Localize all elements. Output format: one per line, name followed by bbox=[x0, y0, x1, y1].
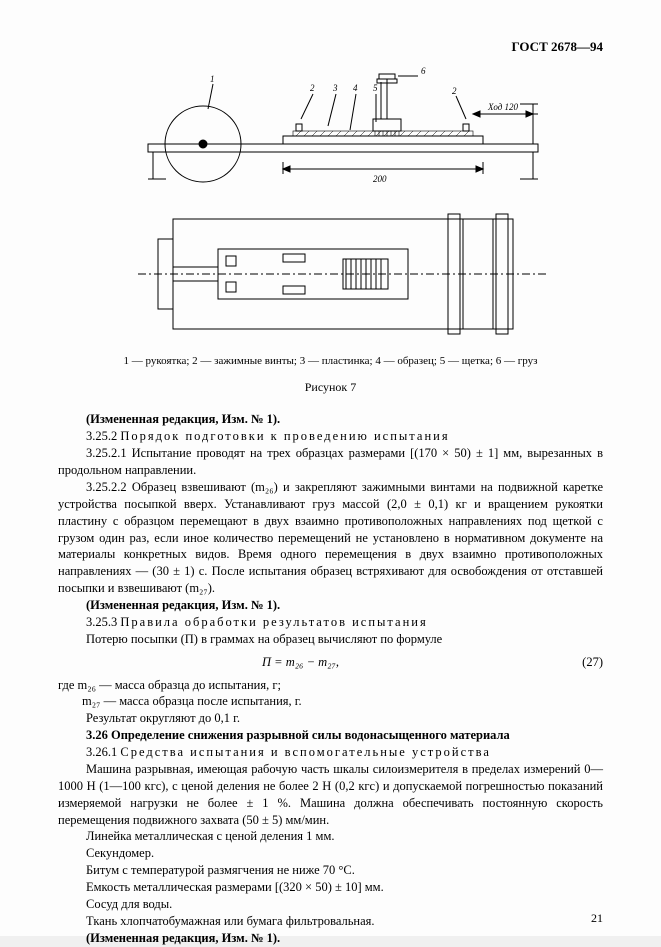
p2: 3.25.2 Порядок подготовки к проведению и… bbox=[58, 428, 603, 445]
formula-row: П = m₂₆ − m₂₇, (27) bbox=[58, 654, 603, 671]
figure-7: 1 2 3 4 5 6 2 Ход 120 200 bbox=[58, 64, 661, 349]
callout-5: 5 bbox=[373, 83, 378, 93]
dim-base: 200 bbox=[373, 174, 387, 184]
p1: (Измененная редакция, Изм. № 1). bbox=[58, 411, 603, 428]
p12-title: Средства испытания и вспомогательные уст… bbox=[120, 745, 491, 759]
p14: Линейка металлическая с ценой деления 1 … bbox=[58, 828, 603, 845]
figure-legend: 1 — рукоятка; 2 — зажимные винты; 3 — пл… bbox=[58, 354, 603, 369]
header-standard: ГОСТ 2678—94 bbox=[58, 38, 603, 56]
page: ГОСТ 2678—94 bbox=[0, 0, 661, 936]
callout-2b: 2 bbox=[452, 86, 457, 96]
p7: Потерю посыпки (П) в граммах на образец … bbox=[58, 631, 603, 648]
page-number: 21 bbox=[591, 910, 603, 926]
p11: 3.26 Определение снижения разрывной силы… bbox=[58, 727, 603, 744]
p10: Результат округляют до 0,1 г. bbox=[58, 710, 603, 727]
p9: m₂₇ — масса образца после испытания, г. bbox=[58, 693, 603, 710]
p5: (Измененная редакция, Изм. № 1). bbox=[58, 597, 603, 614]
p19: Ткань хлопчатобумажная или бумага фильтр… bbox=[58, 913, 603, 930]
p20: (Измененная редакция, Изм. № 1). bbox=[58, 930, 603, 947]
p16: Битум с температурой размягчения не ниже… bbox=[58, 862, 603, 879]
p6-title: Правила обработки результатов испытания bbox=[120, 615, 427, 629]
p2-title: Порядок подготовки к проведению испытани… bbox=[120, 429, 449, 443]
callout-4: 4 bbox=[353, 83, 358, 93]
p17: Емкость металлическая размерами [(320 × … bbox=[58, 879, 603, 896]
p12: 3.26.1 Средства испытания и вспомогатель… bbox=[58, 744, 603, 761]
figure-label: Рисунок 7 bbox=[58, 379, 603, 395]
callout-3: 3 bbox=[332, 83, 338, 93]
callout-1: 1 bbox=[210, 74, 215, 84]
p4: 3.25.2.2 Образец взвешивают (m₂₆) и закр… bbox=[58, 479, 603, 597]
p15: Секундомер. bbox=[58, 845, 603, 862]
formula: П = m₂₆ − m₂₇, bbox=[262, 654, 339, 671]
callout-6: 6 bbox=[421, 66, 426, 76]
p18: Сосуд для воды. bbox=[58, 896, 603, 913]
p3: 3.25.2.1 Испытание проводят на трех обра… bbox=[58, 445, 603, 479]
p13: Машина разрывная, имеющая рабочую часть … bbox=[58, 761, 603, 829]
p8: где m₂₆ — масса образца до испытания, г; bbox=[58, 677, 603, 694]
dim-stroke: Ход 120 bbox=[487, 102, 519, 112]
callout-2: 2 bbox=[310, 83, 315, 93]
formula-num: (27) bbox=[543, 654, 603, 671]
p6: 3.25.3 Правила обработки результатов исп… bbox=[58, 614, 603, 631]
